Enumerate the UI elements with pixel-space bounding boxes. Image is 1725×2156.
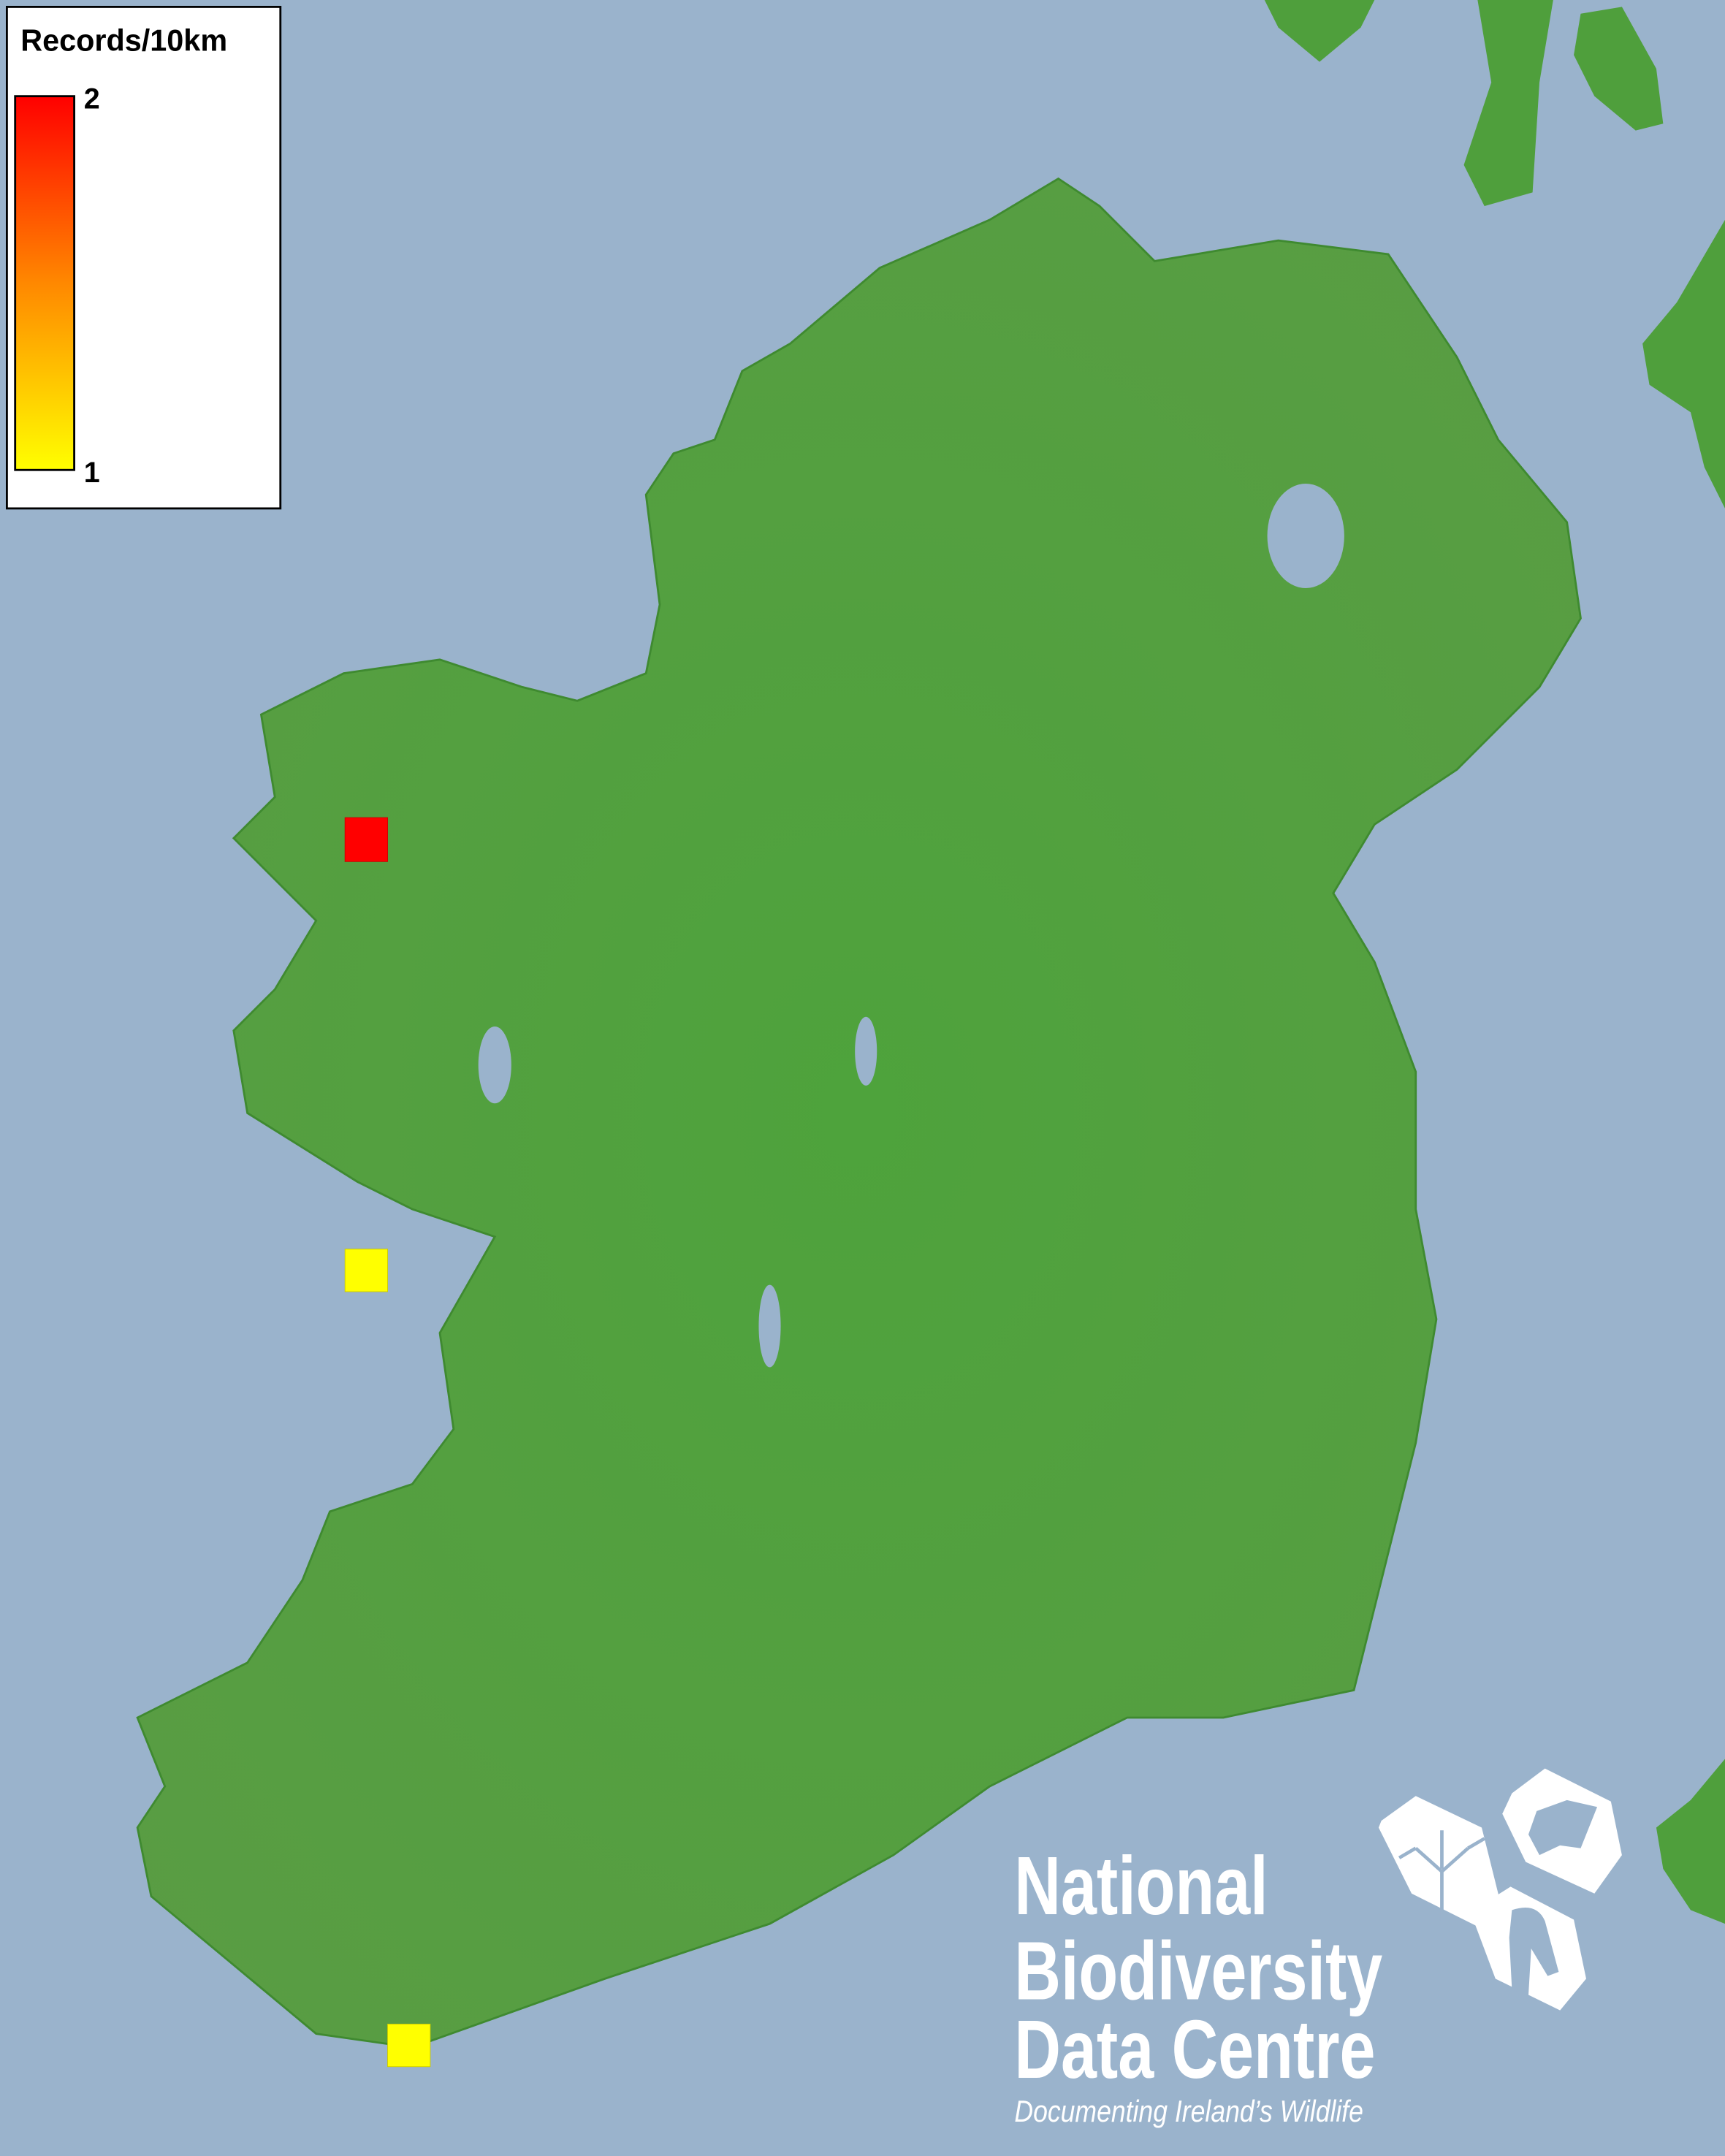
record-square-1[interactable] [387,2023,431,2068]
logo-line-biodiversity: Biodiversity [1014,1925,1382,2017]
tree-icon [1378,1796,1503,1927]
lough-derg [758,1284,781,1368]
lough-neagh [1267,484,1344,588]
seahorse-icon [1474,1886,1586,2011]
scotland-kintyre [1642,219,1725,508]
scotland-islay [1463,0,1553,207]
wales-landmass [1656,1759,1725,1924]
lough-ree [855,1016,877,1086]
legend-title: Records/10km [20,24,227,58]
legend: Records/10km 2 1 [5,5,282,510]
lough-corrib [478,1026,511,1104]
legend-max-label: 2 [84,83,100,115]
scotland-jura [1574,7,1664,131]
scotland-landmass [1264,0,1375,62]
logo-tagline: Documenting Ireland’s Wildlife [1014,2095,1363,2129]
legend-color-ramp [14,95,75,471]
nbdc-logo: National Biodiversity Data Centre Docume… [1014,1768,1622,2129]
legend-min-label: 1 [84,457,100,489]
ireland-landmass [136,177,1582,2049]
record-square-1[interactable] [344,1249,388,1292]
logo-line-data-centre: Data Centre [1014,2003,1375,2095]
logo-line-national: National [1014,1840,1268,1932]
record-square-2[interactable] [344,817,388,862]
butterfly-icon [1502,1768,1622,1894]
